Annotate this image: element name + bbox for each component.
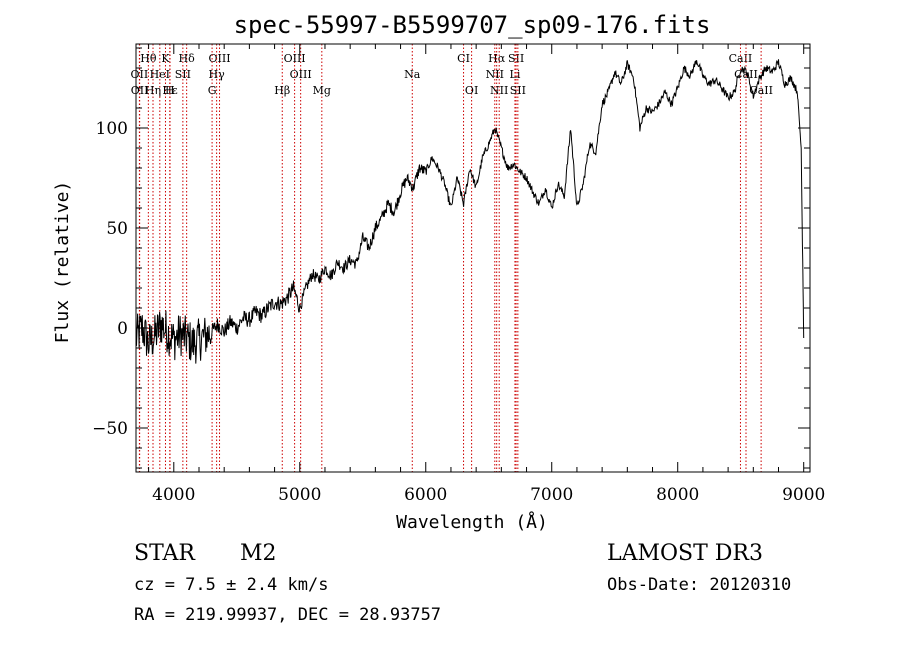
marker-label: K [161, 52, 170, 65]
marker-label: OII [131, 68, 149, 81]
marker-label: Li [510, 68, 521, 81]
y-tick-label: −50 [92, 419, 128, 439]
redshift-cz: cz = 7.5 ± 2.4 km/s [134, 575, 328, 595]
spectrum-line [135, 59, 805, 364]
marker-label: Mg [313, 84, 331, 97]
y-tick-label: 100 [96, 119, 128, 139]
marker-label: CaII [729, 52, 753, 65]
observation-date: Obs-Date: 20120310 [607, 575, 791, 595]
marker-label: OII [131, 84, 149, 97]
x-tick-label: 4000 [152, 485, 195, 505]
marker-label: G [208, 84, 217, 97]
marker-label: Hγ [209, 68, 226, 81]
marker-label: SII [175, 68, 191, 81]
x-axis-label: Wavelength (Å) [396, 511, 548, 533]
y-tick-label: 50 [106, 219, 128, 239]
plot-axes: 4000 5000 6000 7000 8000 9000 −50 0 50 100 [92, 43, 825, 505]
x-tick-label: 9000 [782, 485, 825, 505]
marker-label: Na [404, 68, 421, 81]
marker-label: H [165, 84, 175, 97]
x-tick-label: 6000 [404, 485, 447, 505]
marker-label: OIII [290, 68, 312, 81]
x-tick-label: 7000 [530, 485, 573, 505]
marker-label: OIII [208, 52, 230, 65]
object-class: STAR [134, 541, 196, 566]
marker-label: SII [510, 84, 526, 97]
object-subclass: M2 [240, 541, 277, 566]
marker-label: OIII [284, 52, 306, 65]
spectrum-series [135, 59, 805, 364]
y-tick-label: 0 [117, 319, 128, 339]
marker-label: Hβ [274, 84, 290, 97]
marker-label: Hη [145, 84, 161, 97]
plot-frame [135, 43, 811, 473]
marker-label: Hθ [140, 52, 157, 65]
sky-coordinates: RA = 219.99937, DEC = 28.93757 [134, 605, 441, 625]
marker-label: Hδ [179, 52, 196, 65]
marker-label: Hα [488, 52, 506, 65]
x-tick-label: 5000 [278, 485, 321, 505]
marker-label: NII [490, 84, 508, 97]
survey-name: LAMOST DR3 [607, 541, 763, 566]
marker-label: NII [486, 68, 504, 81]
marker-label: OI [465, 84, 478, 97]
chart-title: spec-55997-B5599707_sp09-176.fits [234, 11, 711, 39]
marker-label: SII [508, 52, 524, 65]
marker-label: CI [457, 52, 470, 65]
y-axis-label: Flux (relative) [52, 181, 73, 344]
x-tick-label: 8000 [656, 485, 699, 505]
marker-label: HeI [150, 68, 170, 81]
marker-label: CaII [749, 84, 773, 97]
